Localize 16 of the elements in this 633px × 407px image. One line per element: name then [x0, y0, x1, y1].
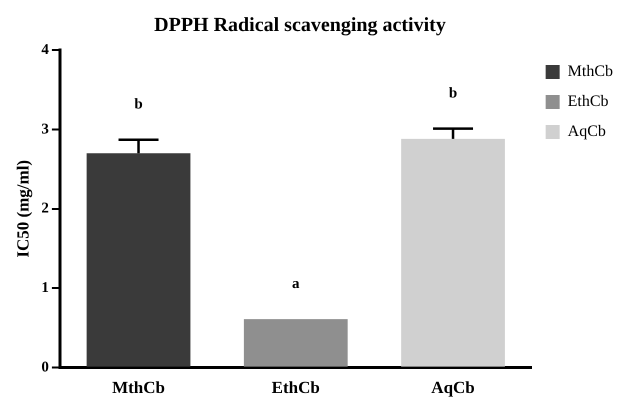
x-tick-label: EthCb	[272, 378, 320, 398]
x-tick-label: MthCb	[112, 378, 165, 398]
legend-label: MthCb	[568, 63, 613, 80]
legend-label: EthCb	[568, 93, 609, 110]
y-axis-title: IC50 (mg/ml)	[14, 160, 33, 258]
y-tick-label: 1	[41, 280, 49, 296]
annotation: b	[134, 96, 143, 113]
legend-label: AqCb	[568, 123, 606, 140]
annotation: b	[448, 85, 458, 102]
y-tick-label: 0	[41, 359, 49, 376]
x-tick-label: AqCb	[431, 378, 475, 398]
y-tick-label: 2	[41, 200, 49, 217]
y-tick-label: 4	[41, 42, 50, 58]
y-tick-label: 3	[41, 121, 49, 138]
chart-title: DPPH Radical scavenging activity	[153, 14, 447, 37]
annotation: a	[292, 276, 300, 292]
